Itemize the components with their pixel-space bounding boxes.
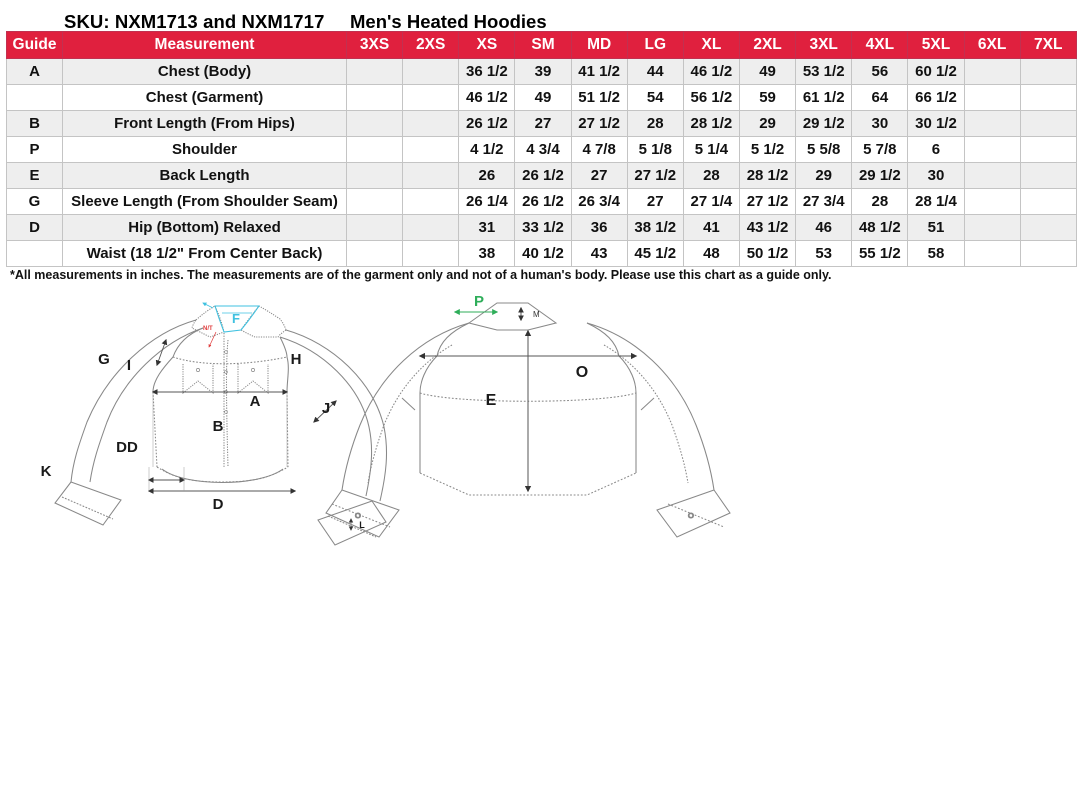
svg-text:G: G — [98, 351, 110, 368]
svg-text:M: M — [533, 310, 540, 319]
svg-text:D: D — [213, 496, 224, 513]
svg-text:E: E — [486, 392, 497, 409]
svg-text:I: I — [127, 357, 131, 374]
svg-text:A: A — [250, 393, 261, 410]
svg-text:O: O — [355, 511, 361, 520]
svg-text:H: H — [291, 351, 302, 368]
svg-text:K: K — [41, 463, 52, 480]
svg-text:O: O — [688, 511, 694, 520]
svg-text:B: B — [213, 418, 224, 435]
svg-text:P: P — [474, 293, 484, 310]
svg-text:J: J — [322, 400, 330, 417]
svg-text:N/T: N/T — [203, 326, 213, 332]
svg-text:F: F — [232, 311, 240, 326]
svg-text:O: O — [576, 364, 588, 381]
svg-text:DD: DD — [116, 439, 138, 456]
